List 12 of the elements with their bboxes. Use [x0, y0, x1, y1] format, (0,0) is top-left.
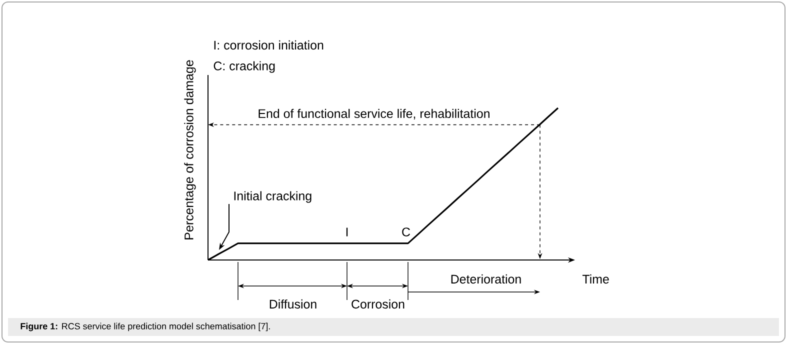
text: I: corrosion initiation — [214, 40, 324, 50]
y-axis-title: Percentage of corrosion damage — [184, 60, 196, 240]
text: Diffusion — [270, 299, 316, 309]
ref-line-label: End of functional service life, rehabilitation — [258, 108, 490, 120]
annotation: Initial cracking — [234, 191, 312, 203]
text: C: cracking — [214, 61, 275, 73]
text: Deterioration — [451, 274, 521, 284]
annotation: I — [346, 228, 348, 236]
text: Figure 1: RCS service life prediction model schematisation [7]. — [20, 322, 270, 332]
text: Corrosion — [352, 299, 404, 309]
annotation: C — [402, 228, 410, 236]
x-axis-title: Time — [582, 274, 609, 284]
